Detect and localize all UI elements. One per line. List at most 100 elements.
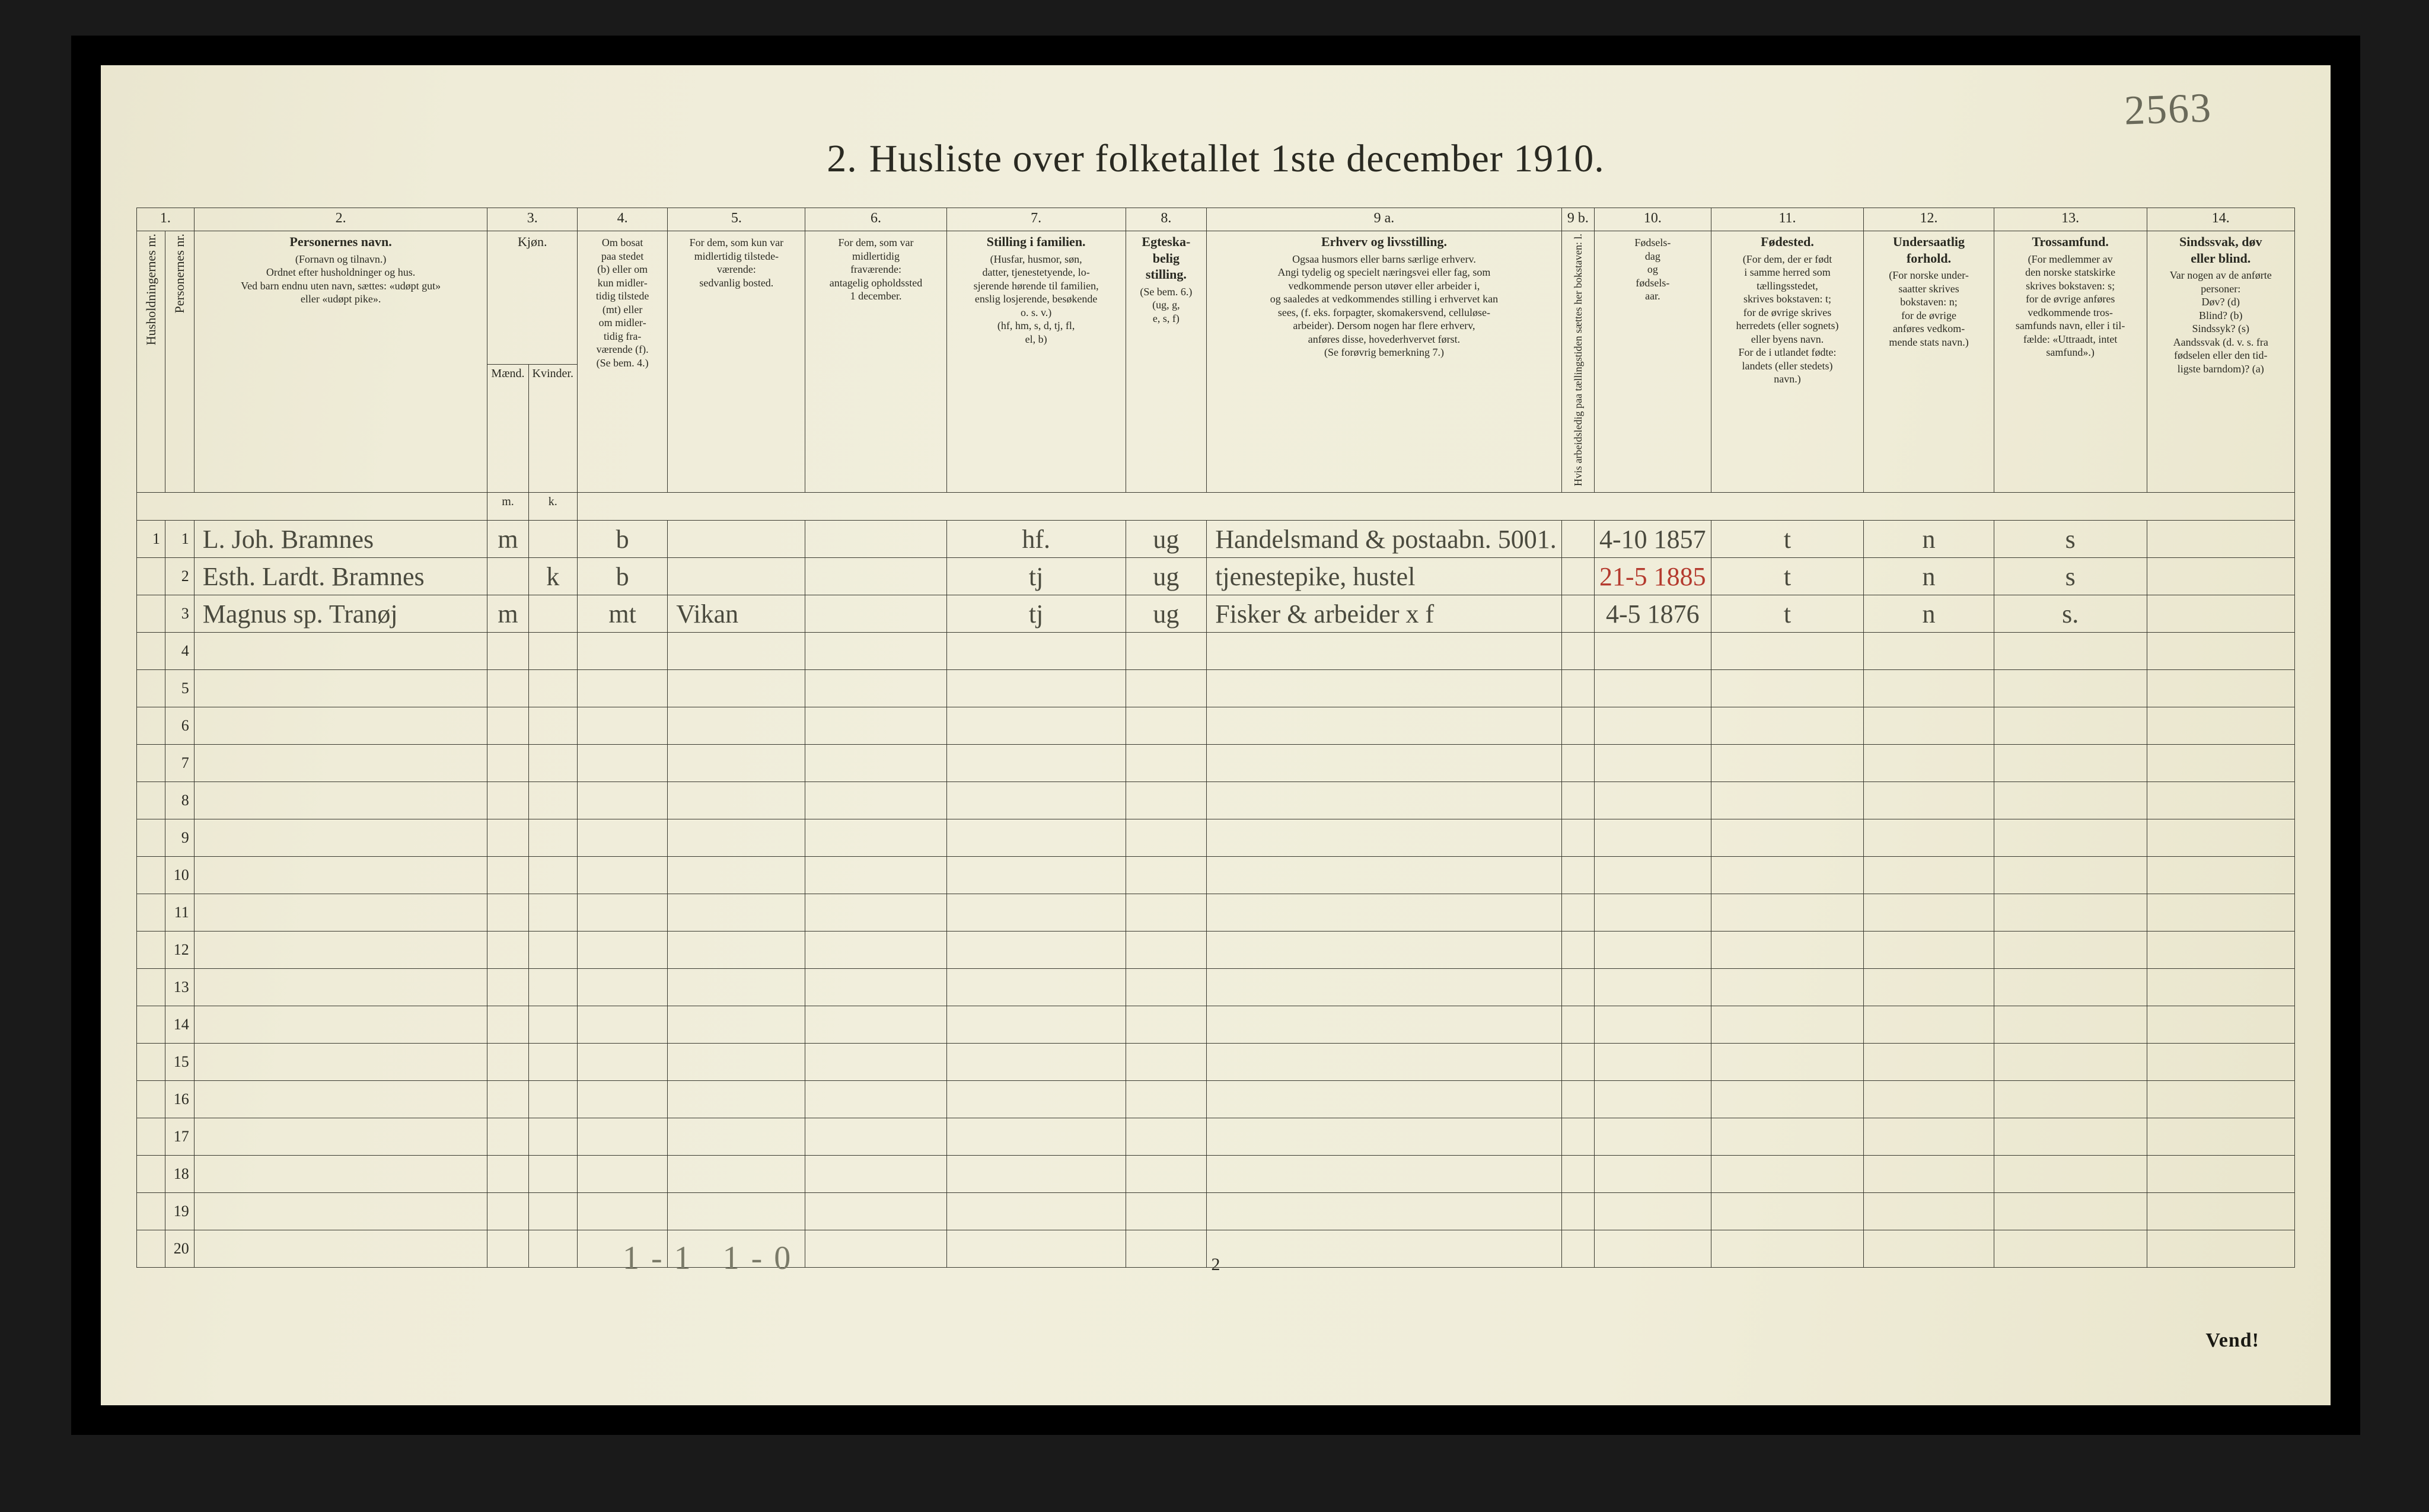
- cell-c14: [2147, 819, 2294, 857]
- cell-bosat: [577, 894, 667, 932]
- cell-c9a: [1207, 969, 1562, 1006]
- cell-c14: [2147, 1044, 2294, 1081]
- cell-sex-k: [528, 782, 577, 819]
- cell-c10: [1595, 1156, 1711, 1193]
- cell-c8: [1126, 1156, 1207, 1193]
- head-c12: Undersaatlig forhold. (For norske under-…: [1864, 231, 1994, 493]
- table-row: 8: [137, 782, 2295, 819]
- cell-c9a: [1207, 932, 1562, 969]
- cell-name: Magnus sp. Tranøj: [194, 595, 487, 633]
- cell-sex-m: [487, 1006, 528, 1044]
- cell-sex-k: [528, 707, 577, 745]
- cell-c5: [668, 1044, 805, 1081]
- cell-c8: [1126, 857, 1207, 894]
- cell-c13: s.: [1994, 595, 2147, 633]
- cell-c14: [2147, 969, 2294, 1006]
- cell-c10: [1595, 1081, 1711, 1118]
- footer-vend: Vend!: [2205, 1329, 2259, 1352]
- cell-person-nr: 5: [165, 670, 195, 707]
- cell-c5: [668, 894, 805, 932]
- cell-hh: [137, 1006, 165, 1044]
- cell-c5: [668, 521, 805, 558]
- cell-bosat: [577, 782, 667, 819]
- cell-c12: [1864, 819, 1994, 857]
- cell-c12: [1864, 707, 1994, 745]
- title-prefix: 2.: [827, 137, 858, 180]
- cell-c10: [1595, 819, 1711, 857]
- cell-bosat: b: [577, 521, 667, 558]
- cell-c9b: [1561, 932, 1594, 969]
- cell-c12: [1864, 782, 1994, 819]
- head-husholdning: Husholdningernes nr.: [137, 231, 165, 493]
- cell-sex-m: [487, 894, 528, 932]
- cell-c14: [2147, 782, 2294, 819]
- head-bosat: Om bosat paa stedet (b) eller om kun mid…: [577, 231, 667, 493]
- cell-sex-m: [487, 1044, 528, 1081]
- cell-c14: [2147, 1118, 2294, 1156]
- cell-c9b: [1561, 521, 1594, 558]
- cell-c7: [946, 1081, 1126, 1118]
- cell-hh: [137, 745, 165, 782]
- footer-page-number: 2: [1212, 1255, 1220, 1275]
- cell-c11: [1711, 1118, 1864, 1156]
- head-personer-nr: Personernes nr.: [165, 231, 195, 493]
- cell-c8: [1126, 1118, 1207, 1156]
- cell-name: [194, 1193, 487, 1230]
- cell-c8: [1126, 633, 1207, 670]
- cell-c14: [2147, 932, 2294, 969]
- cell-c14: [2147, 1006, 2294, 1044]
- census-table: 1. 2. 3. 4. 5. 6. 7. 8. 9 a. 9 b. 10. 11…: [136, 208, 2295, 1268]
- cell-c8: [1126, 1006, 1207, 1044]
- cell-c7: [946, 633, 1126, 670]
- cell-sex-m: [487, 819, 528, 857]
- cell-person-nr: 13: [165, 969, 195, 1006]
- cell-c6: [805, 969, 946, 1006]
- cell-sex-m: [487, 745, 528, 782]
- cell-name: [194, 969, 487, 1006]
- cell-bosat: [577, 1006, 667, 1044]
- cell-c7: hf.: [946, 521, 1126, 558]
- cell-c9b: [1561, 782, 1594, 819]
- table-row: 14: [137, 1006, 2295, 1044]
- colnum-6: 6.: [805, 208, 946, 231]
- cell-c7: [946, 1118, 1126, 1156]
- cell-name: L. Joh. Bramnes: [194, 521, 487, 558]
- cell-c9b: [1561, 1230, 1594, 1268]
- cell-c7: tj: [946, 558, 1126, 595]
- cell-c11: [1711, 707, 1864, 745]
- cell-person-nr: 18: [165, 1156, 195, 1193]
- cell-person-nr: 14: [165, 1006, 195, 1044]
- cell-c9a: [1207, 633, 1562, 670]
- cell-sex-k: [528, 819, 577, 857]
- colnum-1: 1.: [137, 208, 195, 231]
- cell-hh: [137, 819, 165, 857]
- cell-c14: [2147, 1193, 2294, 1230]
- cell-c9b: [1561, 670, 1594, 707]
- head-c7: Stilling i familien. (Husfar, husmor, sø…: [946, 231, 1126, 493]
- cell-c12: [1864, 745, 1994, 782]
- cell-c13: [1994, 745, 2147, 782]
- cell-c8: [1126, 819, 1207, 857]
- document-page: 2563 2.Husliste over folketallet 1ste de…: [101, 65, 2331, 1405]
- cell-c10: [1595, 782, 1711, 819]
- cell-sex-m: [487, 1118, 528, 1156]
- cell-sex-k: [528, 670, 577, 707]
- cell-sex-k: [528, 1006, 577, 1044]
- colnum-7: 7.: [946, 208, 1126, 231]
- cell-hh: [137, 1230, 165, 1268]
- cell-c7: [946, 1044, 1126, 1081]
- cell-c6: [805, 633, 946, 670]
- cell-sex-k: [528, 633, 577, 670]
- cell-c9b: [1561, 1156, 1594, 1193]
- head-c9b: Hvis arbeidsledig paa tællingstiden sætt…: [1561, 231, 1594, 493]
- cell-c8: [1126, 894, 1207, 932]
- cell-c11: [1711, 819, 1864, 857]
- cell-c11: [1711, 1081, 1864, 1118]
- cell-c9b: [1561, 857, 1594, 894]
- cell-name: [194, 1081, 487, 1118]
- colnum-10: 10.: [1595, 208, 1711, 231]
- cell-c9a: Fisker & arbeider x f: [1207, 595, 1562, 633]
- cell-c11: [1711, 782, 1864, 819]
- cell-name: [194, 707, 487, 745]
- colnum-14: 14.: [2147, 208, 2294, 231]
